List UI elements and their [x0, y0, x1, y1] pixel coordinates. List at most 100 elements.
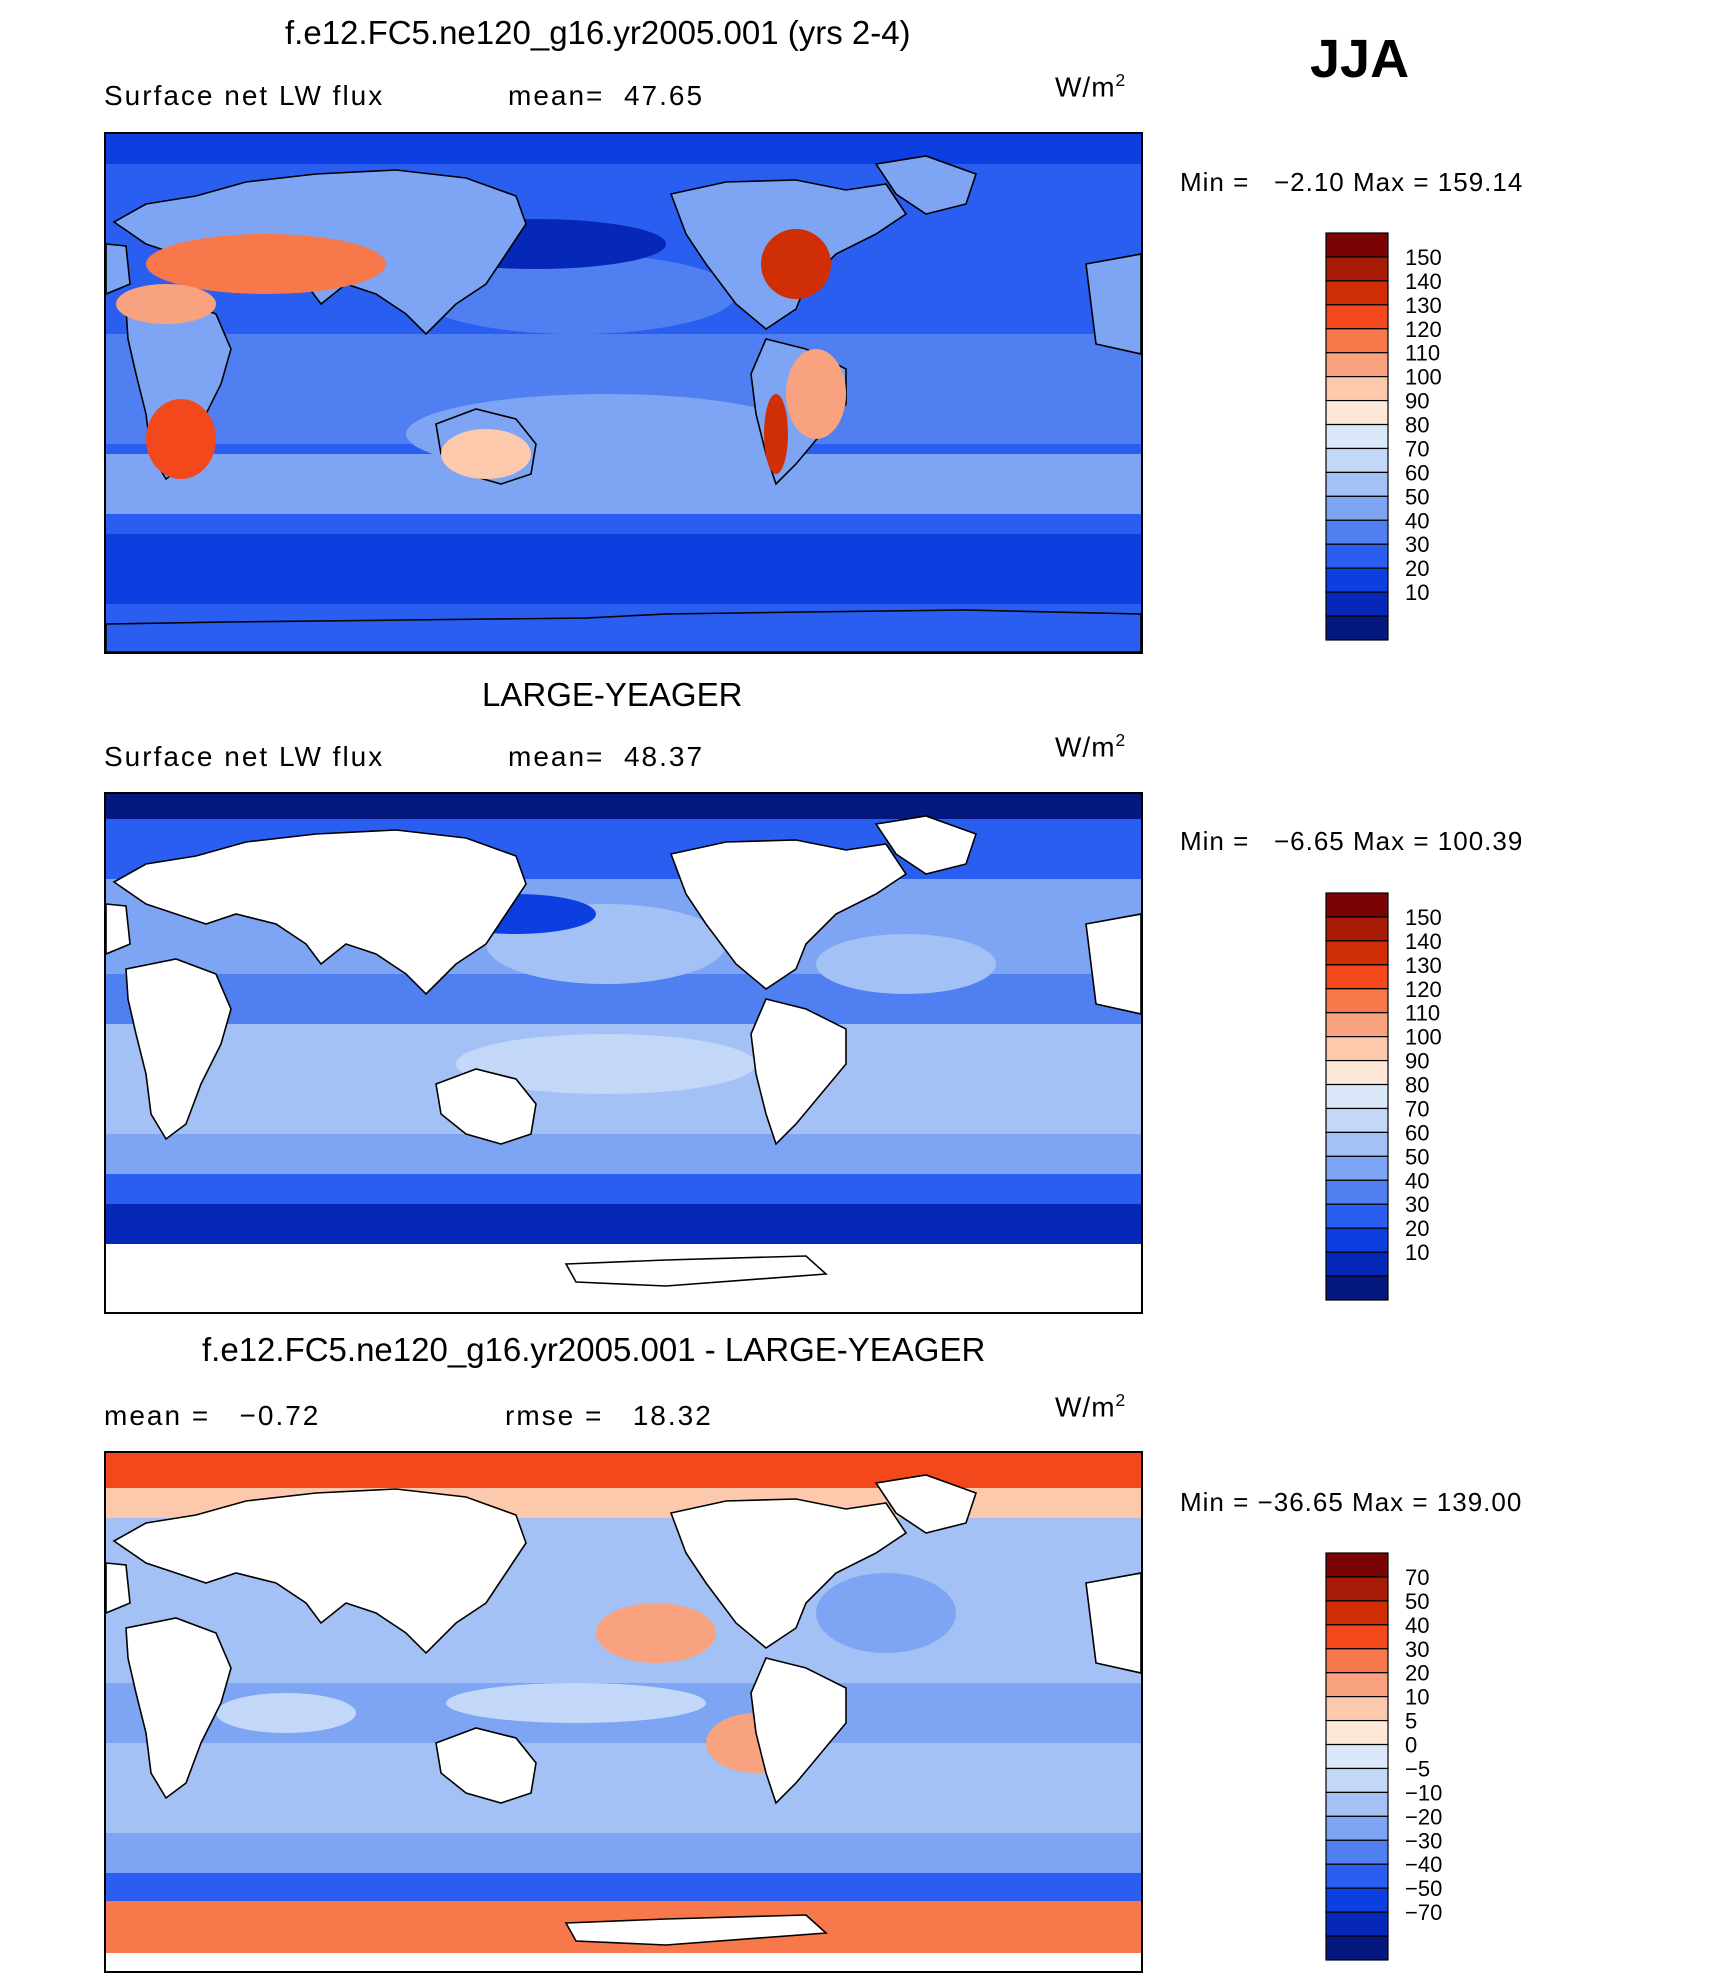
- panel-3-max-value: 139.00: [1436, 1487, 1523, 1517]
- colorbar-swatch: [1325, 1624, 1389, 1650]
- colorbar-swatch: [1325, 1696, 1389, 1722]
- panel-3-colorbar: 70 50 40 30 20 10 5 0 −5 −10 −20 −30 −40 −50 −70: [1325, 1552, 1485, 1977]
- colorbar-tick-label: 10: [1405, 1685, 1429, 1710]
- panel-2-map: [104, 792, 1143, 1314]
- panel-3-mean-label: mean =: [104, 1400, 211, 1431]
- panel-2-mean-value: 48.37: [623, 741, 705, 772]
- colorbar-swatch: [1325, 280, 1389, 306]
- colorbar-swatch: [1325, 1083, 1389, 1110]
- colorbar-swatch: [1325, 256, 1389, 282]
- panel-2-mean: mean= 48.37: [508, 741, 704, 773]
- colorbar-swatch: [1325, 1227, 1389, 1253]
- panel-2-max-value: 100.39: [1437, 826, 1524, 856]
- colorbar-swatch: [1325, 1648, 1389, 1674]
- colorbar-swatch: [1325, 399, 1389, 426]
- colorbar-tick-label: 90: [1405, 1049, 1429, 1074]
- panel-1-units-exp: 2: [1115, 70, 1127, 90]
- panel-2-units: W/m2: [1055, 730, 1126, 763]
- panel-3-minmax: Min = −36.65 Max = 139.00: [1180, 1487, 1522, 1518]
- colorbar-tick-label: 70: [1405, 436, 1429, 461]
- colorbar-swatch: [1325, 1672, 1389, 1698]
- panel-3-title: f.e12.FC5.ne120_g16.yr2005.001 - LARGE-Y…: [202, 1331, 986, 1368]
- panel-2-variable-label: Surface net LW flux: [104, 741, 385, 772]
- panel-1-min-value: −2.10: [1273, 167, 1345, 197]
- colorbar-tick-label: 100: [1405, 365, 1442, 390]
- colorbar-tick-label: −30: [1405, 1828, 1442, 1853]
- colorbar-tick-label: −20: [1405, 1804, 1442, 1829]
- panel-2-units-exp: 2: [1115, 730, 1127, 750]
- panel-1-mean-label: mean=: [508, 80, 605, 111]
- colorbar-tick-label: 140: [1405, 269, 1442, 294]
- colorbar-swatch: [1325, 1791, 1389, 1817]
- panel-1-map: [104, 132, 1143, 654]
- colorbar-swatch: [1325, 988, 1389, 1014]
- panel-1-mean-value: 47.65: [623, 80, 705, 111]
- colorbar-swatch: [1325, 423, 1389, 450]
- colorbar-tick-label: −10: [1405, 1780, 1442, 1805]
- colorbar-swatch: [1325, 1719, 1389, 1746]
- colorbar-swatch: [1325, 1552, 1389, 1578]
- colorbar-tick-label: 130: [1405, 953, 1442, 978]
- colorbar-tick-label: 100: [1405, 1025, 1442, 1050]
- colorbar-swatch: [1325, 519, 1389, 545]
- panel-2-min-label: Min =: [1180, 826, 1250, 856]
- colorbar-swatch: [1325, 615, 1389, 641]
- panel-1-min-label: Min =: [1180, 167, 1250, 197]
- colorbar-tick-label: 10: [1405, 580, 1429, 605]
- colorbar-tick-label: 40: [1405, 508, 1429, 533]
- colorbar-swatch: [1325, 232, 1389, 258]
- panel-2-units-base: W/m: [1055, 731, 1116, 763]
- colorbar-swatch: [1325, 1275, 1389, 1301]
- panel-1-units: W/m2: [1055, 70, 1126, 103]
- panel-3-min-label: Min =: [1180, 1487, 1250, 1517]
- colorbar-tick-label: 30: [1405, 1637, 1429, 1662]
- panel-3-map: [104, 1451, 1143, 1973]
- panel-1-max-label: Max =: [1353, 167, 1430, 197]
- panel-2-max-label: Max =: [1353, 826, 1430, 856]
- colorbar-tick-label: 10: [1405, 1240, 1429, 1265]
- colorbar-swatch: [1325, 1059, 1389, 1086]
- colorbar-tick-label: −40: [1405, 1852, 1442, 1877]
- colorbar-swatch: [1325, 1036, 1389, 1062]
- colorbar-swatch: [1325, 471, 1389, 497]
- panel-3-rmse-value: 18.32: [632, 1400, 713, 1431]
- panel-3-units: W/m2: [1055, 1390, 1126, 1423]
- colorbar-swatch: [1325, 1203, 1389, 1229]
- colorbar-swatch: [1325, 1863, 1389, 1889]
- colorbar-tick-label: 70: [1405, 1565, 1429, 1590]
- colorbar-swatch: [1325, 1107, 1389, 1134]
- colorbar-tick-label: 0: [1405, 1733, 1417, 1758]
- colorbar-swatch: [1325, 1815, 1389, 1841]
- colorbar-tick-label: 60: [1405, 1120, 1429, 1145]
- colorbar-swatch: [1325, 567, 1389, 593]
- colorbar-swatch: [1325, 964, 1389, 990]
- colorbar-swatch: [1325, 495, 1389, 521]
- panel-2-min-value: −6.65: [1273, 826, 1345, 856]
- colorbar-tick-label: 130: [1405, 293, 1442, 318]
- panel-3-rmse: rmse = 18.32: [505, 1400, 713, 1432]
- colorbar-tick-label: 80: [1405, 413, 1429, 438]
- panel-3-rmse-label: rmse =: [505, 1400, 604, 1431]
- colorbar-tick-label: 50: [1405, 1144, 1429, 1169]
- colorbar-tick-label: 40: [1405, 1168, 1429, 1193]
- colorbar-swatch: [1325, 304, 1389, 330]
- colorbar-swatch: [1325, 1251, 1389, 1277]
- panel-1-minmax: Min = −2.10 Max = 159.14: [1180, 167, 1523, 198]
- colorbar-tick-label: 90: [1405, 389, 1429, 414]
- colorbar-tick-label: 20: [1405, 1216, 1429, 1241]
- panel-1-variable-label: Surface net LW flux: [104, 80, 385, 111]
- colorbar-swatch: [1325, 1911, 1389, 1937]
- colorbar-tick-label: 50: [1405, 484, 1429, 509]
- colorbar-swatch: [1325, 447, 1389, 474]
- colorbar-tick-label: 30: [1405, 1192, 1429, 1217]
- colorbar-tick-label: 20: [1405, 1661, 1429, 1686]
- colorbar-swatch: [1325, 1131, 1389, 1157]
- panel-2-minmax: Min = −6.65 Max = 100.39: [1180, 826, 1523, 857]
- colorbar-swatch: [1325, 543, 1389, 569]
- colorbar-swatch: [1325, 1887, 1389, 1913]
- colorbar-swatch: [1325, 1935, 1389, 1961]
- colorbar-tick-label: 40: [1405, 1613, 1429, 1638]
- colorbar-tick-label: 80: [1405, 1073, 1429, 1098]
- colorbar-swatch: [1325, 376, 1389, 402]
- colorbar-tick-label: −50: [1405, 1876, 1442, 1901]
